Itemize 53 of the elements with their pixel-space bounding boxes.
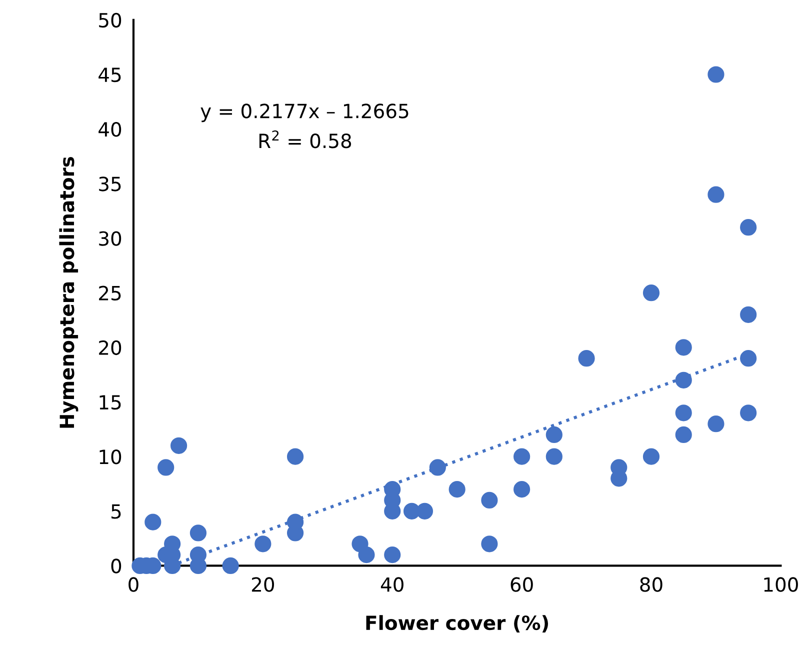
y-tick-label: 5 (112, 504, 121, 519)
annotation: R$^{2}$ = 0.58 (259, 130, 352, 148)
point (708, 66, 724, 83)
x-axis-title: Flower cover (%) (366, 615, 548, 632)
point (675, 426, 692, 444)
y-tick-label: 50 (99, 12, 122, 28)
y-tick-label: 20 (99, 340, 122, 356)
point (675, 339, 692, 356)
point (481, 536, 498, 552)
point (740, 306, 757, 323)
x-tick-label: 40 (380, 577, 404, 592)
point (158, 459, 174, 476)
y-tick-label: 35 (99, 176, 121, 192)
y-axis-title: Hymenoptera pollinators (59, 156, 78, 428)
point (675, 372, 692, 388)
x-tick-label: 20 (252, 577, 274, 592)
point (429, 459, 446, 476)
x-tick-label: 0 (128, 577, 138, 592)
point (642, 284, 660, 302)
point (286, 448, 304, 465)
point (448, 481, 466, 498)
point (740, 219, 757, 236)
y-tick-label: 45 (98, 68, 121, 82)
point (708, 416, 724, 432)
y-tick-label: 30 (99, 231, 122, 246)
y-tick-label: 25 (99, 286, 121, 300)
point (708, 186, 724, 203)
y-tick-label: 15 (100, 395, 121, 410)
point (222, 557, 239, 574)
point (740, 350, 757, 367)
point (190, 524, 207, 542)
point (170, 437, 188, 454)
y-tick-label: 10 (100, 450, 122, 464)
point (740, 404, 757, 422)
y-tick-label: 40 (98, 122, 122, 137)
x-tick-label: 60 (510, 577, 533, 592)
point (144, 514, 162, 530)
point (514, 481, 530, 498)
point (642, 448, 660, 465)
y-tick-label: 0 (111, 558, 122, 574)
point (254, 536, 272, 552)
annotation: y = 0.2177x – 1.2665 (200, 104, 408, 122)
point (514, 448, 530, 465)
point (481, 492, 498, 509)
point (675, 404, 692, 422)
point (546, 426, 562, 444)
point (384, 546, 401, 564)
point (416, 502, 434, 520)
x-tick-label: 100 (764, 577, 798, 592)
point (546, 448, 562, 465)
x-tick-label: 80 (640, 577, 662, 592)
point (358, 546, 375, 564)
point (578, 350, 595, 367)
